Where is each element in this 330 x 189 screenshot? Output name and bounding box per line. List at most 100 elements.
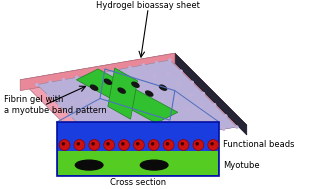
Circle shape	[98, 98, 100, 100]
Polygon shape	[175, 53, 247, 135]
Circle shape	[156, 138, 158, 141]
Circle shape	[195, 142, 199, 146]
Circle shape	[151, 142, 154, 146]
Circle shape	[178, 84, 180, 86]
Circle shape	[148, 139, 159, 150]
Circle shape	[214, 104, 216, 106]
Circle shape	[169, 136, 172, 139]
Circle shape	[151, 88, 153, 91]
Ellipse shape	[132, 82, 139, 87]
Circle shape	[81, 126, 83, 128]
Circle shape	[140, 77, 142, 80]
Circle shape	[104, 139, 115, 150]
Circle shape	[118, 132, 120, 134]
Circle shape	[200, 106, 202, 108]
Circle shape	[160, 112, 162, 115]
FancyBboxPatch shape	[57, 122, 219, 176]
Circle shape	[202, 92, 205, 95]
Circle shape	[77, 142, 80, 146]
Circle shape	[193, 139, 204, 150]
Circle shape	[122, 106, 125, 108]
Polygon shape	[20, 53, 175, 91]
Circle shape	[196, 132, 198, 134]
Circle shape	[187, 108, 189, 110]
Circle shape	[89, 74, 91, 76]
Circle shape	[125, 93, 127, 95]
Circle shape	[210, 142, 214, 146]
Circle shape	[158, 125, 160, 128]
Circle shape	[69, 115, 72, 117]
Ellipse shape	[118, 88, 125, 93]
Circle shape	[225, 115, 227, 117]
Ellipse shape	[146, 91, 153, 96]
Ellipse shape	[104, 79, 112, 84]
Circle shape	[162, 99, 165, 101]
Circle shape	[189, 95, 191, 97]
Circle shape	[143, 140, 145, 143]
Circle shape	[134, 117, 136, 119]
Text: Functional beads: Functional beads	[223, 140, 295, 149]
Circle shape	[129, 143, 132, 145]
Circle shape	[105, 134, 107, 136]
Circle shape	[60, 92, 62, 94]
Circle shape	[167, 73, 169, 75]
Circle shape	[182, 134, 185, 136]
Circle shape	[96, 111, 98, 113]
Circle shape	[165, 86, 167, 88]
Circle shape	[166, 142, 169, 146]
Circle shape	[115, 69, 118, 71]
Text: Cross section: Cross section	[110, 178, 166, 187]
Circle shape	[74, 139, 85, 150]
Circle shape	[116, 145, 118, 147]
Circle shape	[181, 142, 184, 146]
Circle shape	[136, 142, 140, 146]
Circle shape	[118, 139, 129, 150]
Circle shape	[178, 139, 189, 150]
Circle shape	[121, 142, 125, 146]
Circle shape	[89, 139, 100, 150]
Circle shape	[120, 119, 122, 121]
Circle shape	[49, 81, 51, 83]
Polygon shape	[20, 53, 247, 152]
Circle shape	[138, 91, 140, 93]
Text: Hydrogel bioassay sheet: Hydrogel bioassay sheet	[96, 1, 200, 10]
Circle shape	[62, 79, 65, 81]
Circle shape	[114, 82, 116, 84]
Circle shape	[142, 64, 145, 66]
Circle shape	[176, 97, 178, 99]
Circle shape	[94, 123, 96, 126]
Circle shape	[107, 121, 109, 123]
Circle shape	[129, 66, 131, 69]
Ellipse shape	[159, 85, 167, 90]
Circle shape	[153, 75, 155, 77]
Circle shape	[58, 105, 60, 107]
Circle shape	[222, 128, 225, 130]
Circle shape	[149, 101, 151, 104]
Circle shape	[174, 110, 176, 112]
Circle shape	[169, 59, 171, 61]
Circle shape	[85, 100, 87, 102]
Ellipse shape	[75, 160, 103, 170]
Circle shape	[191, 81, 193, 84]
Circle shape	[127, 80, 129, 82]
Polygon shape	[37, 60, 237, 148]
Circle shape	[72, 102, 74, 105]
Circle shape	[163, 139, 174, 150]
Text: Fibrin gel with
a myotube band pattern: Fibrin gel with a myotube band pattern	[4, 94, 107, 115]
Circle shape	[136, 104, 138, 106]
Circle shape	[236, 126, 238, 128]
Polygon shape	[108, 68, 137, 119]
Circle shape	[185, 121, 187, 123]
Circle shape	[180, 70, 182, 72]
Circle shape	[172, 123, 174, 125]
Circle shape	[59, 139, 70, 150]
Circle shape	[76, 76, 78, 78]
FancyBboxPatch shape	[58, 151, 218, 175]
Circle shape	[82, 113, 85, 115]
Circle shape	[102, 71, 105, 74]
Circle shape	[74, 89, 76, 91]
Ellipse shape	[140, 160, 168, 170]
Circle shape	[100, 84, 102, 87]
Circle shape	[106, 142, 110, 146]
Circle shape	[91, 142, 95, 146]
